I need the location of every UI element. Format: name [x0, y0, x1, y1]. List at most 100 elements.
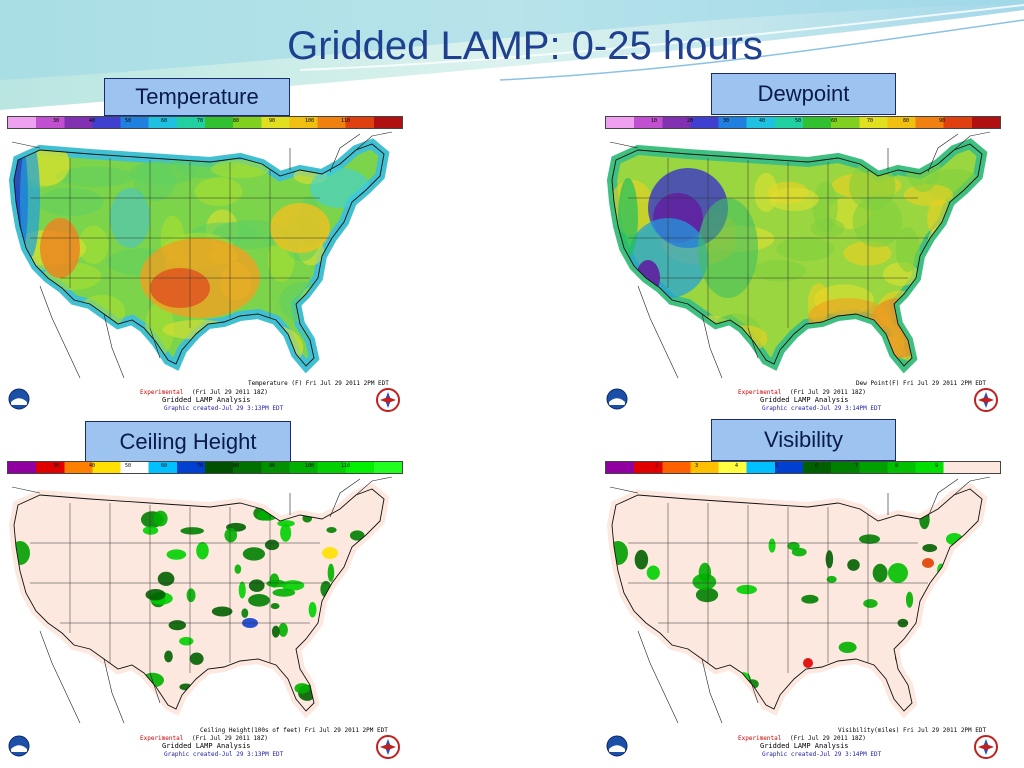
field-blob [133, 161, 176, 202]
state-borders [628, 158, 928, 328]
caption-created: Graphic created-Jul 29 3:13PM EDT [164, 405, 284, 412]
neighbor-borders [609, 476, 991, 724]
field-blob [348, 593, 359, 608]
colorbar-tick-label: 50 [795, 118, 802, 124]
caption-main: Ceiling Height(100s of feet) Fri Jul 29 … [200, 727, 388, 734]
colorbar-temperature [7, 116, 403, 129]
field-blob [803, 658, 813, 668]
nws-logo-icon [974, 388, 998, 412]
us-outline [611, 488, 983, 712]
colorbar-tick-label: 60 [161, 463, 168, 469]
field-blob [646, 565, 660, 580]
caption-name: Gridded LAMP Analysis [162, 742, 251, 750]
colorbar-tick-label: 2 [655, 463, 659, 469]
colorbar-tick-label: 30 [723, 118, 730, 124]
field-blob [150, 268, 210, 308]
field-blob [776, 236, 834, 262]
field-blob [905, 591, 914, 608]
field-blob [168, 620, 187, 631]
colorbar-tick-label: 20 [687, 118, 694, 124]
field-blob [754, 172, 778, 212]
colorbar-tick-label: 80 [233, 463, 240, 469]
colorbar-ceiling-height [7, 461, 403, 474]
colorbar-ticks-visibility: 2 3 4 5 6 7 8 9 [605, 461, 999, 472]
field-blob [186, 588, 196, 603]
field-blob [752, 259, 806, 282]
field-blob [338, 678, 359, 689]
colorbar-tick-label: 40 [759, 118, 766, 124]
colorbar-tick-label: 3 [695, 463, 699, 469]
field-blob [145, 588, 166, 601]
field-blob [803, 321, 831, 366]
nws-logo-icon [974, 735, 998, 759]
caption-date: (Fri Jul 29 2011 18Z) [192, 735, 268, 742]
field-blob [326, 526, 337, 534]
field-blob [942, 587, 956, 606]
colorbar-tick-label: 30 [53, 463, 60, 469]
colorbar-tick-label: 6 [815, 463, 819, 469]
colorbar-dewpoint [605, 116, 1001, 129]
map-visibility [606, 476, 991, 724]
field-blob [343, 643, 353, 655]
noaa-logo-icon [8, 735, 30, 757]
field-blob [248, 579, 265, 592]
field-blob [929, 664, 946, 681]
colorbar-ticks-temperature: 30 40 50 60 70 80 90 100 110 [7, 116, 401, 127]
field-blob [888, 563, 908, 583]
field-blob [859, 534, 880, 544]
field-blob [922, 558, 934, 568]
caption-name: Gridded LAMP Analysis [760, 396, 849, 404]
field-blob [736, 584, 757, 595]
field-blob [278, 623, 288, 637]
map-ceiling-height [8, 476, 393, 724]
colorbar-tick-label: 60 [161, 118, 168, 124]
field-blob [264, 539, 280, 551]
field-blob [946, 238, 982, 263]
field-blob [692, 573, 717, 590]
field-blob [327, 563, 335, 582]
field-blob [310, 168, 370, 208]
field-blob [872, 563, 888, 583]
noaa-logo-icon [606, 388, 628, 410]
field-blob [612, 306, 668, 351]
colorbar-tick-label: 70 [197, 118, 204, 124]
colorbar-tick-label: 80 [233, 118, 240, 124]
caption-experimental: Experimental [738, 735, 782, 742]
field-blob [817, 683, 826, 703]
field-blob [349, 530, 365, 541]
map-temperature [8, 131, 393, 379]
field-blob [166, 549, 187, 560]
field-blob [142, 526, 159, 535]
field-blob [695, 587, 719, 603]
nws-logo-icon [376, 735, 400, 759]
colorbar-tick-label: 90 [939, 118, 946, 124]
field-blob [895, 227, 920, 272]
caption-main: Dew Point(F) Fri Jul 29 2011 2PM EDT [856, 380, 987, 387]
field-blob [354, 557, 366, 569]
neighbor-borders [11, 476, 393, 724]
field-blob [241, 608, 249, 618]
field-blob [272, 588, 296, 597]
noaa-logo-icon [606, 735, 628, 757]
caption-date: (Fri Jul 29 2011 18Z) [192, 389, 268, 396]
field-blob [350, 623, 363, 631]
caption-created: Graphic created-Jul 29 3:14PM EDT [762, 751, 882, 758]
field-blob [826, 575, 837, 583]
field-blob [189, 652, 204, 665]
nws-logo-icon [376, 388, 400, 412]
field-blob [153, 510, 168, 527]
field-blob [38, 187, 104, 217]
caption-experimental: Experimental [738, 389, 782, 396]
state-borders [30, 503, 330, 673]
caption-date: (Fri Jul 29 2011 18Z) [790, 735, 866, 742]
field-blob [768, 538, 776, 553]
field-blob [328, 648, 340, 667]
colorbar-tick-label: 100 [305, 463, 315, 469]
colorbar-tick-label: 40 [89, 463, 96, 469]
colorbar-tick-label: 50 [125, 118, 132, 124]
field-blob [179, 636, 194, 646]
field-blob [55, 166, 135, 187]
field-blob [329, 269, 369, 288]
neighbor-borders [609, 131, 991, 379]
colorbar-tick-label: 7 [855, 463, 859, 469]
